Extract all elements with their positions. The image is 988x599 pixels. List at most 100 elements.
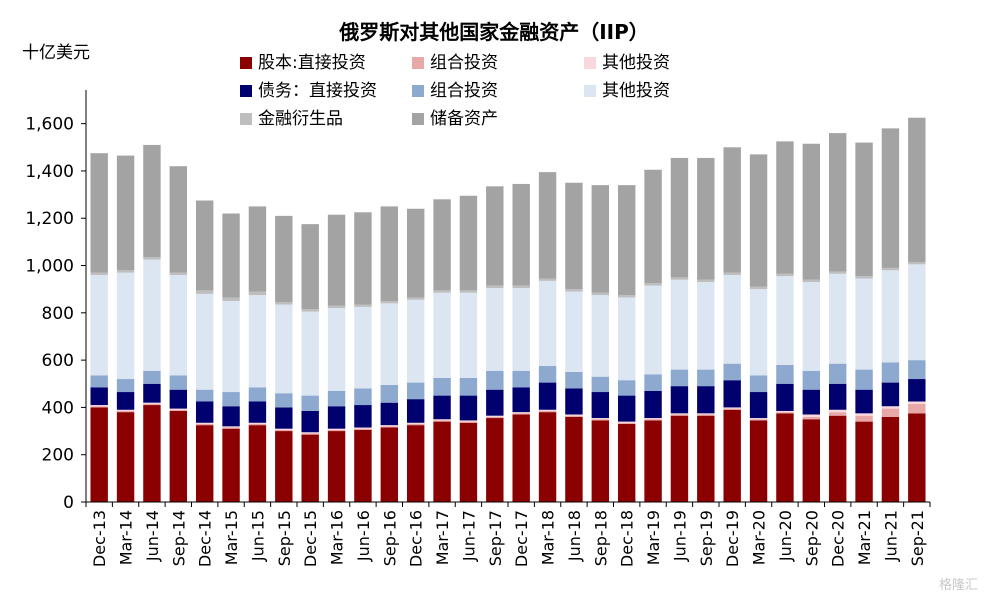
bar-segment-5-Jun-19 [670, 369, 689, 387]
bar-segment-3-Sep-21 [908, 401, 926, 404]
x-tick-label: Mar-19 [644, 510, 663, 565]
bar-segment-4-Dec-19 [723, 380, 741, 408]
bar-segment-6-Dec-20 [828, 273, 847, 364]
bar-segment-4-Sep-18 [591, 392, 610, 419]
bar-segment-2-Jun-15 [248, 423, 267, 426]
bar-segment-2-Sep-14 [169, 409, 188, 411]
x-tick-label: Dec-16 [407, 510, 426, 567]
bar-segment-7-Sep-15 [275, 302, 293, 305]
bar-segment-2-Dec-13 [90, 406, 108, 408]
bar-segment-7-Mar-21 [855, 276, 873, 279]
y-tick-label: 1,000 [25, 257, 74, 277]
bar-segment-8-Jun-20 [776, 141, 794, 274]
x-tick-label: Jun-19 [670, 510, 689, 562]
legend-swatch [412, 113, 424, 125]
bar-segment-3-Jun-14 [143, 402, 161, 404]
bar-segment-4-Dec-17 [512, 387, 530, 413]
bar-segment-3-Dec-19 [723, 407, 741, 409]
bar-segment-6-Sep-20 [802, 282, 821, 371]
bar-segment-2-Mar-21 [855, 415, 873, 422]
bar-segment-4-Sep-14 [169, 389, 188, 409]
bar-segment-7-Dec-14 [195, 290, 214, 294]
bar-segment-1-Jun-14 [143, 405, 161, 502]
bar-segment-8-Dec-19 [723, 147, 741, 273]
bar-segment-8-Sep-18 [591, 185, 610, 293]
bar-segment-1-Jun-18 [565, 416, 583, 502]
bar-segment-5-Sep-21 [908, 360, 926, 380]
bar-segment-4-Dec-13 [90, 387, 108, 406]
bar-segment-7-Mar-19 [644, 283, 662, 286]
bar-segment-2-Mar-14 [116, 410, 135, 413]
bar-segment-6-Mar-20 [749, 289, 768, 376]
bar-segment-5-Mar-21 [855, 369, 873, 390]
bar-segment-2-Sep-16 [380, 426, 399, 428]
bar-segment-1-Dec-15 [301, 434, 319, 502]
legend-item-7: 金融衍生品 [240, 109, 343, 129]
y-axis-unit-label: 十亿美元 [22, 43, 90, 63]
bar-segment-1-Mar-20 [749, 420, 768, 502]
bar-segment-5-Dec-14 [195, 389, 214, 402]
bar-segment-8-Jun-15 [248, 206, 267, 292]
bar-segment-6-Mar-21 [855, 278, 873, 370]
bar-segment-2-Dec-17 [512, 413, 530, 415]
bar-segment-2-Jun-14 [143, 403, 161, 406]
bar-segment-6-Jun-20 [776, 276, 794, 365]
bar-segment-7-Mar-15 [222, 297, 240, 301]
bar-segment-7-Dec-17 [512, 285, 530, 288]
bar-segment-8-Jun-14 [143, 144, 161, 258]
bar-segment-7-Sep-17 [486, 285, 504, 288]
y-tick-label: 1,200 [25, 209, 74, 229]
bar-segment-6-Sep-21 [908, 264, 926, 361]
bar-segment-2-Dec-15 [301, 433, 319, 435]
bar-segment-6-Jun-19 [670, 279, 689, 370]
bar-segment-4-Mar-18 [538, 382, 557, 410]
bar-segment-5-Dec-15 [301, 395, 319, 411]
bar-segment-8-Jun-18 [565, 182, 583, 290]
bar-segment-1-Dec-18 [617, 423, 636, 502]
y-tick-label: 400 [42, 398, 74, 418]
bar-segment-7-Jun-17 [459, 290, 478, 293]
legend-label: 金融衍生品 [258, 109, 343, 129]
bar-segment-1-Jun-20 [776, 413, 794, 502]
bar-segment-2-Sep-17 [486, 416, 504, 419]
bar-segment-2-Sep-21 [908, 403, 926, 414]
bar-segment-1-Dec-16 [406, 425, 425, 502]
bar-segment-1-Sep-19 [697, 415, 715, 502]
x-tick-label: Dec-20 [829, 510, 848, 567]
bar-segment-8-Mar-16 [327, 214, 346, 306]
bar-segment-1-Sep-20 [802, 419, 821, 502]
bar-segment-6-Mar-14 [116, 272, 135, 380]
legend-label: 债务：直接投资 [258, 81, 377, 101]
bar-segment-1-Mar-19 [644, 420, 662, 502]
bar-segment-6-Jun-17 [459, 292, 478, 378]
bar-segment-4-Mar-17 [433, 395, 451, 420]
x-tick-label: Mar-17 [433, 510, 452, 565]
bar-segment-3-Mar-18 [538, 409, 557, 411]
bar-segment-8-Sep-21 [908, 117, 926, 262]
x-tick-label: Dec-13 [90, 510, 109, 567]
bar-segment-3-Mar-16 [327, 428, 346, 430]
bar-segment-7-Jun-14 [143, 257, 161, 260]
bar-segment-6-Sep-15 [275, 304, 293, 394]
bar-segment-2-Sep-15 [275, 429, 293, 432]
bar-segment-7-Jun-16 [354, 304, 372, 307]
bar-segment-8-Mar-19 [644, 169, 662, 284]
bar-segment-7-Dec-19 [723, 272, 741, 275]
legend-item-6: 其他投资 [584, 81, 670, 101]
bar-segment-1-Sep-21 [908, 413, 926, 502]
bar-segment-8-Dec-17 [512, 183, 530, 286]
bar-segment-2-Mar-19 [644, 419, 662, 421]
bar-segment-6-Mar-17 [433, 292, 451, 378]
bar-segment-2-Jun-18 [565, 415, 583, 417]
y-tick-label: 200 [42, 446, 74, 466]
bar-segment-8-Jun-19 [670, 157, 689, 278]
bar-segment-3-Jun-21 [881, 406, 900, 409]
watermark: 格隆汇 [938, 578, 978, 593]
bar-segment-3-Mar-21 [855, 413, 873, 416]
bar-segment-8-Mar-21 [855, 142, 873, 277]
x-tick-label: Mar-20 [750, 510, 769, 565]
bar-segment-8-Sep-19 [697, 157, 715, 280]
bar-segment-5-Mar-16 [327, 390, 346, 407]
bar-segment-5-Dec-13 [90, 375, 108, 388]
bar-segment-6-Dec-16 [406, 299, 425, 383]
